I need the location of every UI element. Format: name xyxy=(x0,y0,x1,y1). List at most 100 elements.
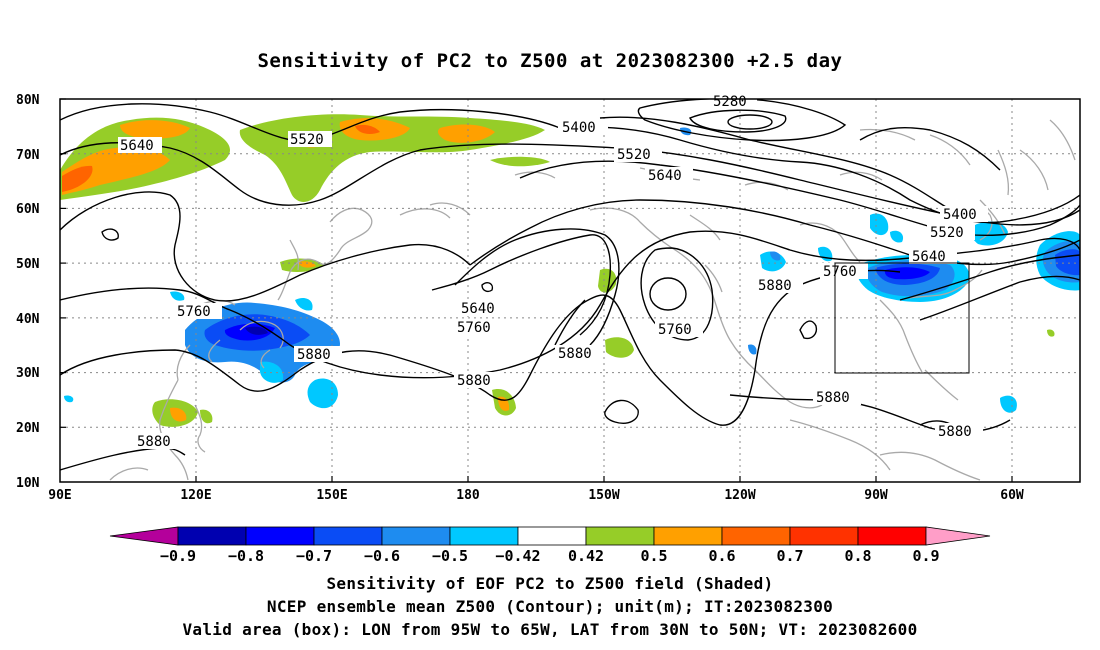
positive-region xyxy=(298,261,316,268)
negative-region xyxy=(295,298,313,311)
z500-contours xyxy=(60,99,1080,471)
lon-label: 90E xyxy=(48,488,71,503)
lon-label: 120W xyxy=(724,488,755,503)
lon-label: 90W xyxy=(864,488,888,503)
colorbar-swatch xyxy=(177,526,247,546)
positive-region xyxy=(120,120,190,139)
negative-region xyxy=(307,378,338,409)
lon-label: 180 xyxy=(456,488,480,503)
contour-label: 5520 xyxy=(930,225,964,241)
colorbar-labels: −0.9 −0.8 −0.7 −0.6 −0.5 −0.42 0.42 0.5 0.6 0.7 0.… xyxy=(160,547,940,565)
colorbar-tick-label: 0.9 xyxy=(912,547,939,565)
negative-region xyxy=(64,395,74,403)
contour-label: 5880 xyxy=(457,373,491,389)
negative-region xyxy=(890,230,904,243)
contour-label: 5520 xyxy=(617,147,651,163)
negative-region xyxy=(971,221,1008,246)
latitude-labels: 80N 70N 60N 50N 40N 30N 20N 10N xyxy=(16,93,40,491)
contour-5880d xyxy=(799,320,818,340)
contour-5280 xyxy=(637,99,847,142)
contour-label: 5400 xyxy=(562,120,596,136)
colorbar-swatch xyxy=(517,526,587,546)
lon-label: 150W xyxy=(588,488,619,503)
lat-label: 30N xyxy=(16,366,40,381)
contour-label: 5280 xyxy=(713,94,747,110)
colorbar-tick-label: 0.42 xyxy=(568,547,604,565)
contour-5640-west xyxy=(60,142,1080,226)
colorbar-swatch xyxy=(449,526,519,546)
colorbar-swatch xyxy=(245,526,315,546)
longitude-labels: 90E 120E 150E 180 150W 120W 90W 60W xyxy=(48,488,1024,503)
positive-region xyxy=(437,124,495,143)
valid-area-box xyxy=(834,262,970,374)
lat-label: 40N xyxy=(16,312,40,327)
colorbar-swatch xyxy=(721,526,791,546)
contour-labels: 5640 5520 5400 5520 5640 5280 5400 5520 … xyxy=(118,94,988,450)
lat-label: 60N xyxy=(16,202,40,217)
contour-label: 5520 xyxy=(290,132,324,148)
contour-5760c xyxy=(640,247,714,341)
contour-5880c xyxy=(604,399,639,424)
colorbar-tick-label: 0.8 xyxy=(844,547,871,565)
lat-label: 70N xyxy=(16,148,40,163)
contour-east-lines xyxy=(899,254,1080,301)
negative-region xyxy=(770,251,781,261)
contour-5760-core xyxy=(649,277,687,311)
contour-label: 5400 xyxy=(943,207,977,223)
lat-label: 10N xyxy=(16,476,40,491)
contour-5280-inner xyxy=(689,109,787,133)
negative-region xyxy=(245,326,268,335)
contour-5400 xyxy=(559,126,1080,224)
contour-ring-1 xyxy=(101,228,119,241)
colorbar-tick-label: −0.8 xyxy=(228,547,264,565)
negative-region xyxy=(884,267,930,280)
lat-label: 50N xyxy=(16,257,40,272)
contour-5760-west xyxy=(60,191,471,302)
positive-region xyxy=(1047,329,1055,337)
contour-5760b xyxy=(431,234,612,336)
contour-5640c xyxy=(454,228,620,346)
map-title: Sensitivity of PC2 to Z500 at 2023082300… xyxy=(257,50,843,72)
contour-label: 5880 xyxy=(137,434,171,450)
positive-region xyxy=(355,124,380,134)
colorbar-tick-label: −0.9 xyxy=(160,547,196,565)
map-frame xyxy=(59,98,1081,483)
contour-5880f xyxy=(859,127,1001,171)
contour-label: 5880 xyxy=(816,390,850,406)
contour-ring-2 xyxy=(481,282,494,293)
caption-valid-area: Valid area (box): LON from 95W to 65W, L… xyxy=(182,620,918,639)
contour-label: 5760 xyxy=(457,320,491,336)
caption-contour: NCEP ensemble mean Z500 (Contour); unit(… xyxy=(266,597,834,616)
lon-label: 150E xyxy=(316,488,347,503)
caption-shaded: Sensitivity of EOF PC2 to Z500 field (Sh… xyxy=(326,574,774,593)
colorbar-tick-label: −0.5 xyxy=(432,547,468,565)
colorbar-swatch xyxy=(585,526,655,546)
negative-region xyxy=(870,213,889,236)
contour-label: 5640 xyxy=(120,138,154,154)
contour-label: 5760 xyxy=(823,264,857,280)
lon-label: 120E xyxy=(180,488,211,503)
negative-region xyxy=(748,344,757,355)
contour-5280-core xyxy=(727,114,773,130)
colorbar-tick-label: 0.6 xyxy=(708,547,735,565)
colorbar-tick-label: −0.6 xyxy=(364,547,400,565)
colorbar-tick-label: −0.42 xyxy=(495,547,540,565)
colorbar-arrow-right xyxy=(925,526,991,546)
positive-region xyxy=(490,156,550,167)
contour-5400b xyxy=(599,116,961,216)
contour-label: 5760 xyxy=(658,322,692,338)
contour-label: 5880 xyxy=(758,278,792,294)
lat-label: 20N xyxy=(16,421,40,436)
contour-5640b xyxy=(469,199,1080,266)
contour-label: 5640 xyxy=(912,249,946,265)
positive-region xyxy=(62,147,170,195)
colorbar-swatch xyxy=(789,526,859,546)
shaded-sensitivity xyxy=(60,114,1080,427)
contour-5880b xyxy=(554,299,586,346)
tick-marks xyxy=(60,98,1013,482)
colorbar-swatch xyxy=(381,526,451,546)
colorbar-arrow-left xyxy=(109,526,179,546)
colorbar-swatch xyxy=(857,526,927,546)
colorbar-tick-label: 0.7 xyxy=(776,547,803,565)
contour-5880-lower xyxy=(60,447,186,471)
